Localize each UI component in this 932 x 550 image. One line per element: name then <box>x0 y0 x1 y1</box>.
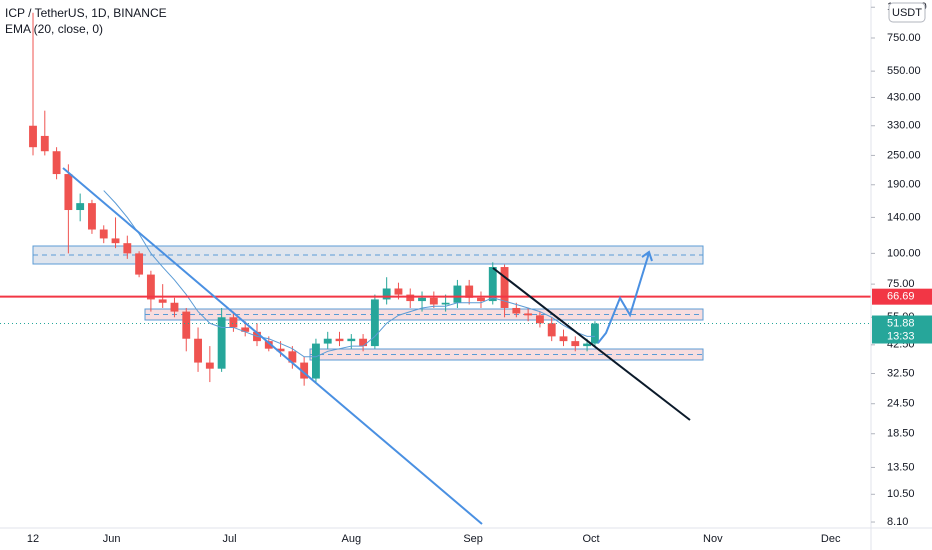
candle-body <box>241 327 250 332</box>
candle-body <box>217 317 226 369</box>
x-tick-label: Jun <box>103 533 121 545</box>
x-tick-label: Sep <box>463 533 483 545</box>
candle-body <box>512 307 521 314</box>
legend-entry: EMA (20, close, 0) <box>5 22 103 36</box>
candle-body <box>418 297 426 302</box>
y-tick-label: 430.00 <box>887 91 921 103</box>
candle-body <box>276 348 285 352</box>
y-tick-label: 190.00 <box>887 179 921 191</box>
candle-body <box>559 336 568 342</box>
y-tick-label: 250.00 <box>887 149 921 161</box>
y-tick-label: 330.00 <box>887 120 921 132</box>
candle-body <box>382 288 391 300</box>
candle-body <box>229 317 238 328</box>
candle-body <box>370 299 379 347</box>
drawings <box>62 167 691 525</box>
candle-body <box>111 238 120 244</box>
candle-body <box>29 125 37 148</box>
x-tick-label: 12 <box>27 533 39 545</box>
candle-body <box>323 338 332 344</box>
candle-body <box>359 338 368 347</box>
x-tick-label: Dec <box>821 533 841 545</box>
candle-body <box>170 302 179 312</box>
y-tick-label: 750.00 <box>887 32 921 44</box>
candle-body <box>535 315 544 324</box>
candle-body <box>583 343 592 347</box>
y-tick-label: 140.00 <box>887 211 921 223</box>
y-tick-label: 100.00 <box>887 247 921 259</box>
price-label: 66.69 <box>887 291 915 303</box>
candle-body <box>300 362 309 379</box>
candle-body <box>591 323 599 344</box>
y-tick-label: 10.50 <box>887 488 915 500</box>
candle-body <box>99 229 108 239</box>
trend-line <box>62 167 483 525</box>
candle-body <box>158 299 167 303</box>
y-tick-label: 32.50 <box>887 367 915 379</box>
candle-body <box>205 362 214 369</box>
candle-body <box>312 343 320 379</box>
candle-body <box>52 151 61 175</box>
candle-body <box>64 174 73 211</box>
currency-button[interactable] <box>888 2 926 23</box>
candle-body <box>194 338 202 363</box>
y-tick-label: 24.50 <box>887 398 915 410</box>
candle-body <box>135 253 144 275</box>
trend-line <box>492 267 691 421</box>
candle-body <box>547 323 556 337</box>
y-tick-label: 13.50 <box>887 461 915 473</box>
candle-body <box>394 288 403 295</box>
last-price-bg <box>872 315 932 344</box>
candle-body <box>441 302 450 305</box>
candle-body <box>123 243 132 254</box>
candle-body <box>465 285 474 298</box>
drawings <box>32 245 704 361</box>
candle-body <box>146 274 155 300</box>
candle-body <box>571 341 580 347</box>
y-tick-label: 18.50 <box>887 428 915 440</box>
candle-body <box>264 341 273 349</box>
candle-body <box>488 267 497 302</box>
y-tick-label: 8.10 <box>887 516 908 528</box>
ema-line <box>103 190 595 358</box>
arrow-head <box>641 250 653 262</box>
plot <box>0 12 871 386</box>
candle-body <box>477 297 485 302</box>
candle-body <box>335 338 344 342</box>
candle-body <box>40 135 49 152</box>
candle-body <box>406 294 415 302</box>
candle-body <box>347 338 356 342</box>
x-tick-label: Jul <box>222 533 236 545</box>
y-tick-label: 550.00 <box>887 65 921 77</box>
y-tick-label: 75.00 <box>887 278 915 290</box>
price-label-bg <box>872 288 932 305</box>
x-tick-label: Aug <box>342 533 362 545</box>
x-tick-label: Oct <box>582 533 599 545</box>
x-tick-label: Nov <box>703 533 723 545</box>
countdown: 13:33 <box>887 330 915 342</box>
candle-body <box>76 203 85 211</box>
candle-body <box>288 351 297 363</box>
candle-body <box>524 313 533 316</box>
forecast-arrow <box>597 252 650 344</box>
candle-body <box>182 311 191 339</box>
candle-body <box>500 267 509 308</box>
last-price-label: 51.88 <box>887 317 915 329</box>
currency[interactable]: USDT <box>892 7 922 19</box>
candle-body <box>88 203 96 230</box>
candle-body <box>453 285 462 303</box>
candle-body <box>429 297 438 305</box>
chart-title: ICP / TetherUS, 1D, BINANCE <box>5 6 167 20</box>
